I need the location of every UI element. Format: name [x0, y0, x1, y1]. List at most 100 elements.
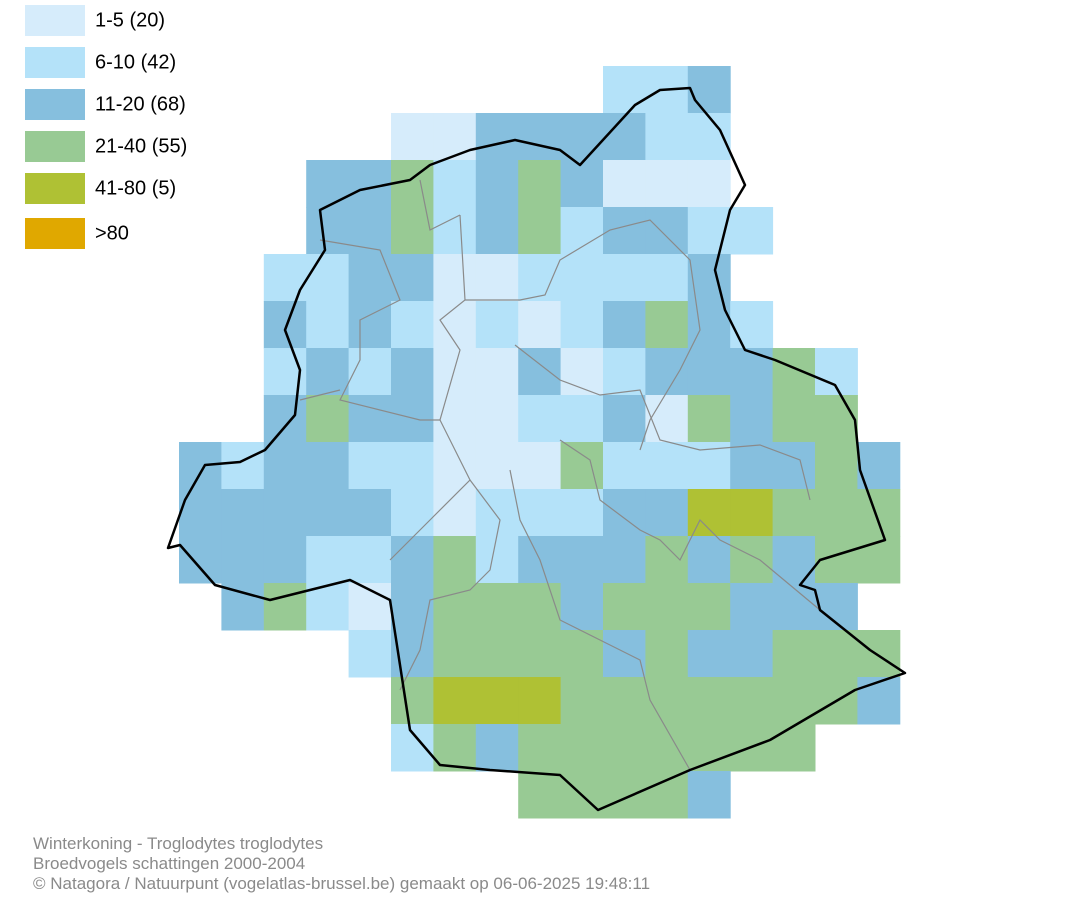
grid-cell [603, 630, 646, 678]
grid-cell [475, 348, 519, 396]
legend-label: 1-5 (20) [95, 9, 165, 31]
grid-cell [391, 113, 434, 161]
grid-cell [348, 207, 392, 255]
grid-cell [560, 442, 604, 490]
grid-cell [730, 395, 774, 443]
legend-label: 6-10 (42) [95, 51, 176, 73]
grid-cell [645, 113, 689, 161]
grid-cell [603, 160, 646, 208]
grid-cell [560, 724, 604, 772]
grid-cell [475, 254, 519, 302]
grid-cell [348, 160, 392, 208]
grid-cell [603, 724, 646, 772]
grid-cell [603, 677, 646, 725]
grid-cell [518, 583, 562, 631]
grid-cell [518, 301, 562, 349]
grid-cells [179, 66, 901, 819]
grid-cell [391, 207, 434, 255]
grid-cell [603, 771, 646, 819]
district-line [559, 439, 821, 611]
grid-cell [433, 113, 477, 161]
district-line [509, 469, 691, 771]
grid-cell [518, 724, 562, 772]
grid-cell [645, 207, 689, 255]
grid-cell [263, 583, 307, 631]
grid-cell [645, 301, 689, 349]
grid-cell [815, 489, 858, 537]
grid-cell [306, 395, 350, 443]
grid-cell [730, 442, 774, 490]
grid-cell [391, 489, 434, 537]
grid-cell [730, 677, 774, 725]
grid-cell [687, 442, 731, 490]
grid-cell [603, 113, 646, 161]
grid-cell [433, 724, 477, 772]
grid-cell [391, 583, 434, 631]
grid-cell [518, 771, 562, 819]
grid-cell [433, 630, 477, 678]
grid-cell [475, 677, 519, 725]
grid-cell [645, 677, 689, 725]
grid-cell [560, 677, 604, 725]
grid-cell [518, 113, 562, 161]
grid-cell [645, 395, 689, 443]
grid-cell [645, 489, 689, 537]
grid-cell [475, 395, 519, 443]
grid-cell [475, 301, 519, 349]
grid-cell [179, 442, 222, 490]
grid-cell [857, 630, 901, 678]
district-line [399, 479, 501, 691]
grid-cell [560, 113, 604, 161]
grid-cell [348, 348, 392, 396]
grid-cell [645, 583, 689, 631]
grid-cell [687, 254, 731, 302]
grid-cell [687, 395, 731, 443]
grid-cell [179, 489, 222, 537]
grid-cell [645, 254, 689, 302]
grid-cell [475, 536, 519, 584]
grid-cell [348, 489, 392, 537]
grid-cell [433, 254, 477, 302]
grid-cell [772, 489, 816, 537]
grid-cell [772, 583, 816, 631]
grid-cell [772, 395, 816, 443]
grid-cell [306, 348, 350, 396]
grid-cell [645, 348, 689, 396]
district-line [319, 239, 440, 421]
footer-line: Winterkoning - Troglodytes troglodytes [33, 834, 323, 853]
grid-cell [263, 301, 307, 349]
grid-cell [221, 489, 265, 537]
grid-cell [306, 583, 350, 631]
grid-cell [391, 301, 434, 349]
grid-cell [815, 442, 858, 490]
grid-cell [645, 442, 689, 490]
grid-cell [518, 442, 562, 490]
grid-cell [645, 771, 689, 819]
grid-cell [687, 724, 731, 772]
district-line [465, 219, 701, 451]
grid-cell [179, 536, 222, 584]
grid-cell [518, 348, 562, 396]
grid-cell [518, 207, 562, 255]
grid-cell [433, 348, 477, 396]
legend-swatch [25, 218, 85, 249]
grid-cell [603, 207, 646, 255]
grid-cell [306, 301, 350, 349]
grid-cell [730, 301, 774, 349]
grid-cell [306, 160, 350, 208]
legend: 1-5 (20) 6-10 (42) 11-20 (68) 21-40 (55) 41-… [25, 5, 187, 249]
grid-cell [475, 630, 519, 678]
district-lines [299, 179, 821, 771]
grid-cell [730, 348, 774, 396]
legend-label: 21-40 (55) [95, 135, 187, 157]
district-line [299, 179, 461, 401]
grid-cell [433, 301, 477, 349]
grid-cell [645, 724, 689, 772]
grid-cell [306, 489, 350, 537]
grid-cell [560, 395, 604, 443]
grid-cell [687, 348, 731, 396]
grid-cell [687, 536, 731, 584]
grid-cell [730, 536, 774, 584]
grid-cell [857, 677, 901, 725]
legend-label: 11-20 (68) [95, 93, 186, 115]
